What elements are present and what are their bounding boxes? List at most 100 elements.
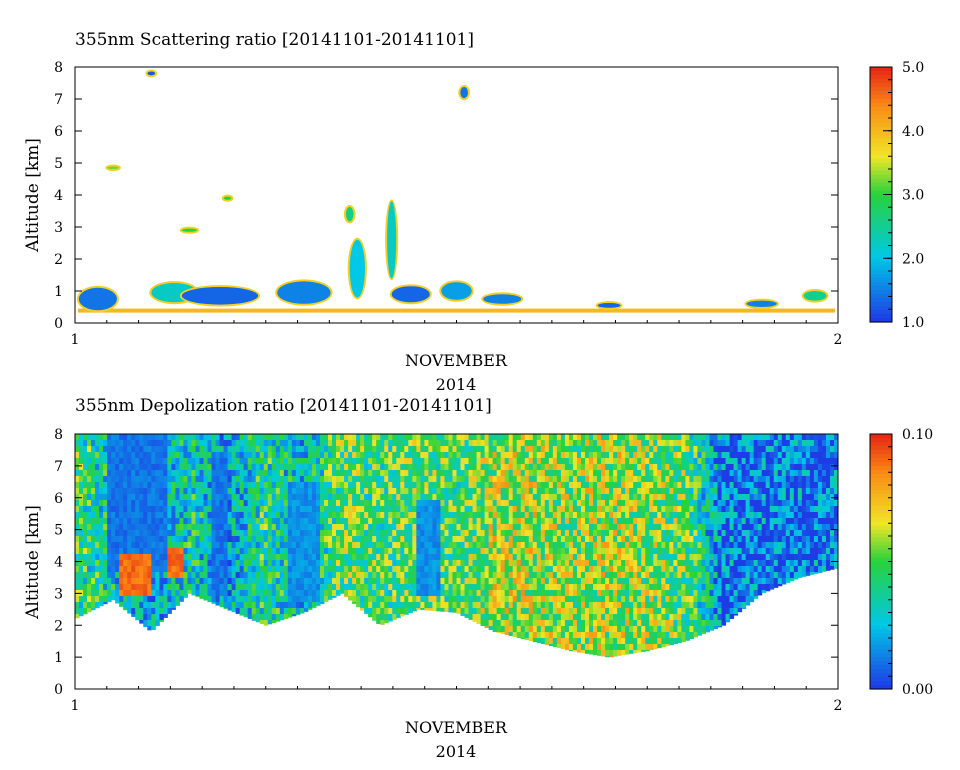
data-cell — [416, 560, 421, 567]
data-cell — [376, 566, 381, 573]
data-cell — [227, 566, 233, 573]
data-cell — [625, 434, 630, 441]
data-cell — [585, 476, 590, 483]
data-cell — [613, 560, 618, 567]
data-cell — [524, 452, 530, 459]
data-cell — [665, 626, 670, 633]
data-cell — [472, 536, 478, 543]
data-cell — [99, 530, 104, 537]
data-cell — [452, 578, 457, 585]
data-cell — [484, 596, 490, 603]
data-cell — [311, 554, 317, 561]
data-cell — [629, 458, 634, 465]
data-cell — [540, 596, 546, 603]
data-cell — [617, 638, 622, 645]
data-cell — [155, 458, 160, 465]
data-cell — [669, 572, 674, 579]
data-cell — [645, 470, 650, 477]
colorbar-swatch — [870, 242, 892, 247]
data-cell — [532, 578, 538, 585]
data-cell — [428, 542, 433, 549]
data-cell — [159, 500, 164, 507]
data-cell — [295, 512, 301, 519]
data-cell — [267, 500, 273, 507]
data-cell — [653, 554, 658, 561]
data-cell — [111, 446, 116, 453]
data-cell — [127, 596, 132, 603]
data-cell — [291, 596, 297, 603]
data-cell — [175, 434, 180, 441]
data-cell — [488, 530, 494, 537]
data-cell — [552, 626, 558, 633]
data-cell — [653, 608, 658, 615]
data-cell — [617, 584, 622, 591]
data-cell — [279, 452, 285, 459]
data-cell — [560, 638, 566, 645]
data-cell — [609, 434, 614, 441]
data-cell — [115, 434, 120, 441]
data-cell — [532, 530, 538, 537]
data-cell — [171, 548, 176, 555]
data-cell — [617, 578, 622, 585]
data-cell — [580, 620, 586, 627]
data-cell — [372, 560, 377, 567]
data-cell — [420, 440, 425, 447]
data-cell — [239, 530, 245, 537]
data-cell — [601, 446, 606, 453]
data-cell — [223, 446, 229, 453]
data-cell — [476, 446, 482, 453]
data-cell — [87, 572, 92, 579]
data-cell — [492, 626, 498, 633]
data-cell — [669, 458, 674, 465]
data-cell — [175, 536, 180, 543]
data-cell — [673, 614, 678, 621]
data-cell — [327, 452, 333, 459]
data-cell — [199, 518, 205, 525]
data-cell — [319, 542, 325, 549]
data-cell — [143, 560, 148, 567]
data-cell — [123, 518, 128, 525]
data-cell — [323, 530, 329, 537]
data-cell — [444, 554, 449, 561]
data-cell — [436, 488, 441, 495]
data-cell — [287, 542, 293, 549]
data-cell — [544, 602, 550, 609]
data-cell — [500, 530, 506, 537]
data-cell — [75, 614, 80, 619]
data-cell — [412, 518, 417, 525]
data-cell — [536, 566, 542, 573]
data-cell — [163, 518, 168, 525]
data-cell — [107, 500, 112, 507]
data-cell — [139, 458, 144, 465]
data-cell — [147, 500, 152, 507]
data-cell — [344, 494, 349, 501]
data-cell — [617, 644, 622, 651]
data-cell — [207, 488, 213, 495]
data-cell — [548, 512, 554, 519]
data-cell — [400, 572, 405, 579]
data-cell — [504, 602, 510, 609]
data-cell — [372, 536, 377, 543]
data-cell — [315, 554, 321, 561]
data-cell — [585, 602, 590, 609]
data-cell — [416, 446, 421, 453]
data-cell — [504, 536, 510, 543]
data-cell — [279, 584, 285, 591]
data-cell — [327, 458, 333, 465]
data-cell — [392, 590, 397, 597]
data-cell — [661, 572, 666, 579]
data-cell — [207, 440, 213, 447]
data-cell — [621, 548, 626, 555]
data-cell — [400, 530, 405, 537]
data-cell — [416, 518, 421, 525]
data-cell — [191, 578, 196, 585]
data-cell — [625, 632, 630, 639]
data-cell — [103, 494, 108, 501]
data-cell — [653, 632, 658, 639]
data-cell — [524, 476, 530, 483]
data-cell — [179, 476, 184, 483]
y-tick-label: 8 — [54, 60, 63, 76]
data-cell — [609, 590, 614, 597]
data-cell — [159, 614, 164, 621]
data-cell — [179, 452, 184, 459]
